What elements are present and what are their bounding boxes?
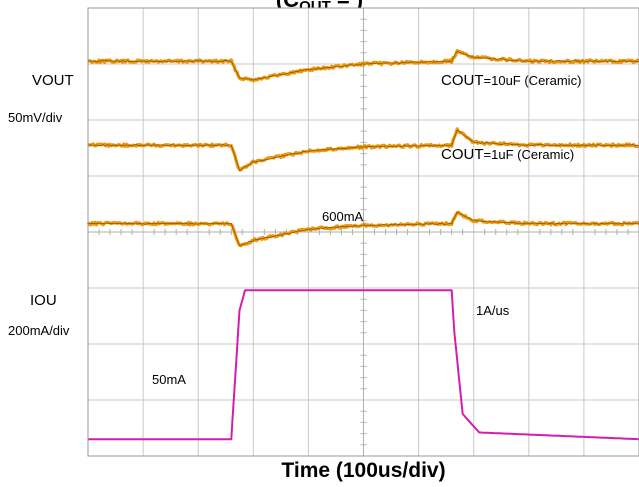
iout-label: IOU xyxy=(30,292,57,309)
traces xyxy=(86,48,639,441)
vout-label: VOUT xyxy=(32,72,74,89)
vout-trace-core xyxy=(87,211,639,247)
grid xyxy=(88,8,639,456)
annotation-50ma: 50mA xyxy=(152,372,186,387)
annotation-600ma: 600mA xyxy=(322,209,364,224)
vout-scale-label: 50mV/div xyxy=(8,110,63,125)
plot-frame xyxy=(87,7,639,457)
x-axis-label: Time (100us/div) xyxy=(281,459,446,482)
vout-trace-core xyxy=(87,51,639,81)
iout-trace xyxy=(88,289,639,441)
iout-scale-label: 200mA/div xyxy=(8,323,70,338)
annotation-cout-1uf: COUT=1uF (Ceramic) xyxy=(441,146,575,163)
vout-trace-core xyxy=(87,129,639,172)
annotation-slew-rate: 1A/us xyxy=(476,303,510,318)
annotation-cout-10uf: COUT=10uF (Ceramic) xyxy=(441,72,582,89)
